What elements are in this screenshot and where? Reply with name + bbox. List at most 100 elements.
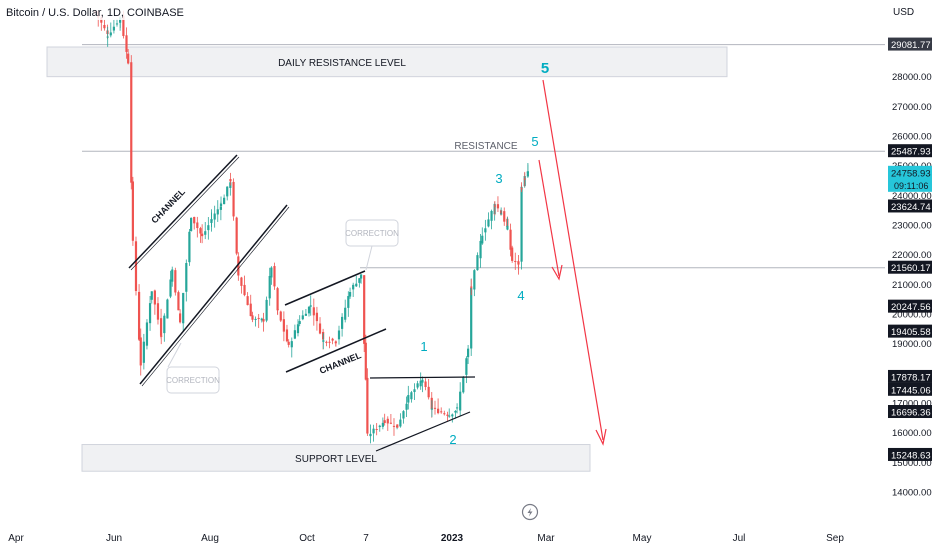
candle-body [112, 26, 116, 31]
candle-body [226, 186, 229, 197]
zone-label-support: SUPPORT LEVEL [295, 454, 377, 465]
price-tag-value: 29081.77 [891, 40, 931, 51]
candle-body [199, 228, 202, 234]
channel-upper-line[interactable] [128, 154, 238, 269]
price-tag-value: 19405.58 [891, 327, 931, 338]
candle-body [160, 335, 163, 337]
candle-body [322, 340, 325, 342]
wave-label-5-small: 5 [531, 134, 538, 149]
candle-body [421, 379, 424, 383]
price-tag-value: 20247.56 [891, 302, 931, 313]
price-tag-bg [888, 199, 932, 213]
wave-label-5-big: 5 [541, 60, 549, 77]
price-tag-value: 17445.06 [891, 385, 931, 396]
candle-body [125, 35, 128, 52]
candle-body [419, 380, 422, 387]
price-tag-value: 16696.36 [891, 408, 931, 419]
candle-body [106, 36, 109, 38]
candle-body [405, 403, 408, 410]
candle-body [331, 338, 334, 341]
y-tick-label: 26000.00 [892, 132, 932, 143]
candle-body [459, 391, 462, 411]
candle-body [210, 219, 213, 222]
candle-body [470, 286, 473, 288]
forecast-arrow-long [542, 79, 607, 446]
zone-resistance[interactable] [46, 46, 728, 78]
candle-body [213, 213, 216, 220]
wave2-trendline[interactable] [375, 411, 471, 452]
candle-body [145, 322, 149, 346]
candle-body [276, 309, 279, 311]
resistance-label: RESISTANCE [454, 141, 517, 152]
candle-body [479, 240, 482, 259]
candle-body [177, 292, 180, 311]
candle-body [503, 211, 506, 222]
candle-body [103, 24, 106, 29]
candle-body [285, 329, 289, 342]
time-axis[interactable]: Apr Jun Aug Oct 7 2023 Mar May Jul Sep [8, 533, 844, 544]
price-tag-bg [888, 369, 932, 383]
candle-body [402, 411, 405, 419]
x-tick-label: May [633, 533, 652, 544]
candle-body [265, 299, 268, 321]
x-tick-label: Oct [299, 533, 315, 544]
candle-body [268, 275, 271, 299]
lightning-icon[interactable] [521, 503, 539, 521]
candle-body [243, 284, 246, 296]
x-tick-label: Jul [733, 533, 746, 544]
candle-body [476, 255, 479, 271]
candle-body [301, 315, 304, 320]
breakout-line[interactable] [369, 376, 476, 379]
channel-lower-line[interactable] [139, 204, 288, 385]
candle-body [506, 225, 509, 230]
y-tick-label: 16000.00 [892, 428, 932, 439]
price-tag-value: 24758.93 [891, 168, 931, 179]
wave-label-4: 4 [517, 288, 524, 303]
candle-body [134, 241, 138, 291]
candle-body [232, 181, 235, 217]
candle-body [159, 318, 163, 336]
channel-2-upper-line[interactable] [284, 270, 366, 306]
candle-body [455, 407, 459, 409]
price-tag-countdown: 09:11:06 [894, 181, 928, 191]
candle-body [315, 312, 319, 322]
candle-body [142, 341, 145, 363]
candle-body [223, 197, 226, 205]
candle-body [163, 315, 166, 334]
candle-body [100, 17, 103, 23]
zone-support[interactable] [81, 444, 591, 472]
candle-body [260, 318, 263, 321]
price-labels-layer: 29081.77 25487.93 24758.93 09:11:06 23624.74… [888, 37, 932, 461]
candle-body [372, 428, 375, 434]
candle-body [219, 203, 223, 206]
y-tick-label: 22000.00 [892, 250, 932, 261]
candle-body [207, 225, 210, 231]
correction-box-left-frame [166, 366, 220, 394]
candle-body [334, 341, 338, 343]
horizontal-lines-layer [82, 44, 885, 269]
candle-body [416, 383, 419, 388]
candle-body [237, 256, 240, 276]
channel-upper-line-shadow [130, 156, 240, 271]
candle-body [293, 330, 296, 339]
candle-body [344, 307, 347, 320]
candle-body [156, 303, 160, 320]
candle-body [466, 348, 470, 358]
candle-body [137, 291, 141, 340]
candle-body [254, 318, 257, 320]
candle-body [381, 422, 384, 427]
candle-body [440, 411, 443, 413]
wave-label-1: 1 [420, 339, 427, 354]
candle-body [153, 290, 156, 305]
candle-body [369, 433, 372, 437]
candle-body [359, 274, 363, 279]
candle-body [307, 306, 311, 314]
candle-body [178, 313, 182, 323]
y-tick-label: 20000.00 [892, 310, 932, 321]
y-tick-label: 27000.00 [892, 102, 932, 113]
candle-body [276, 288, 279, 311]
channel-2-lower-line[interactable] [285, 328, 387, 373]
price-tag-value: 17878.17 [891, 372, 931, 383]
candle-body [407, 395, 410, 403]
